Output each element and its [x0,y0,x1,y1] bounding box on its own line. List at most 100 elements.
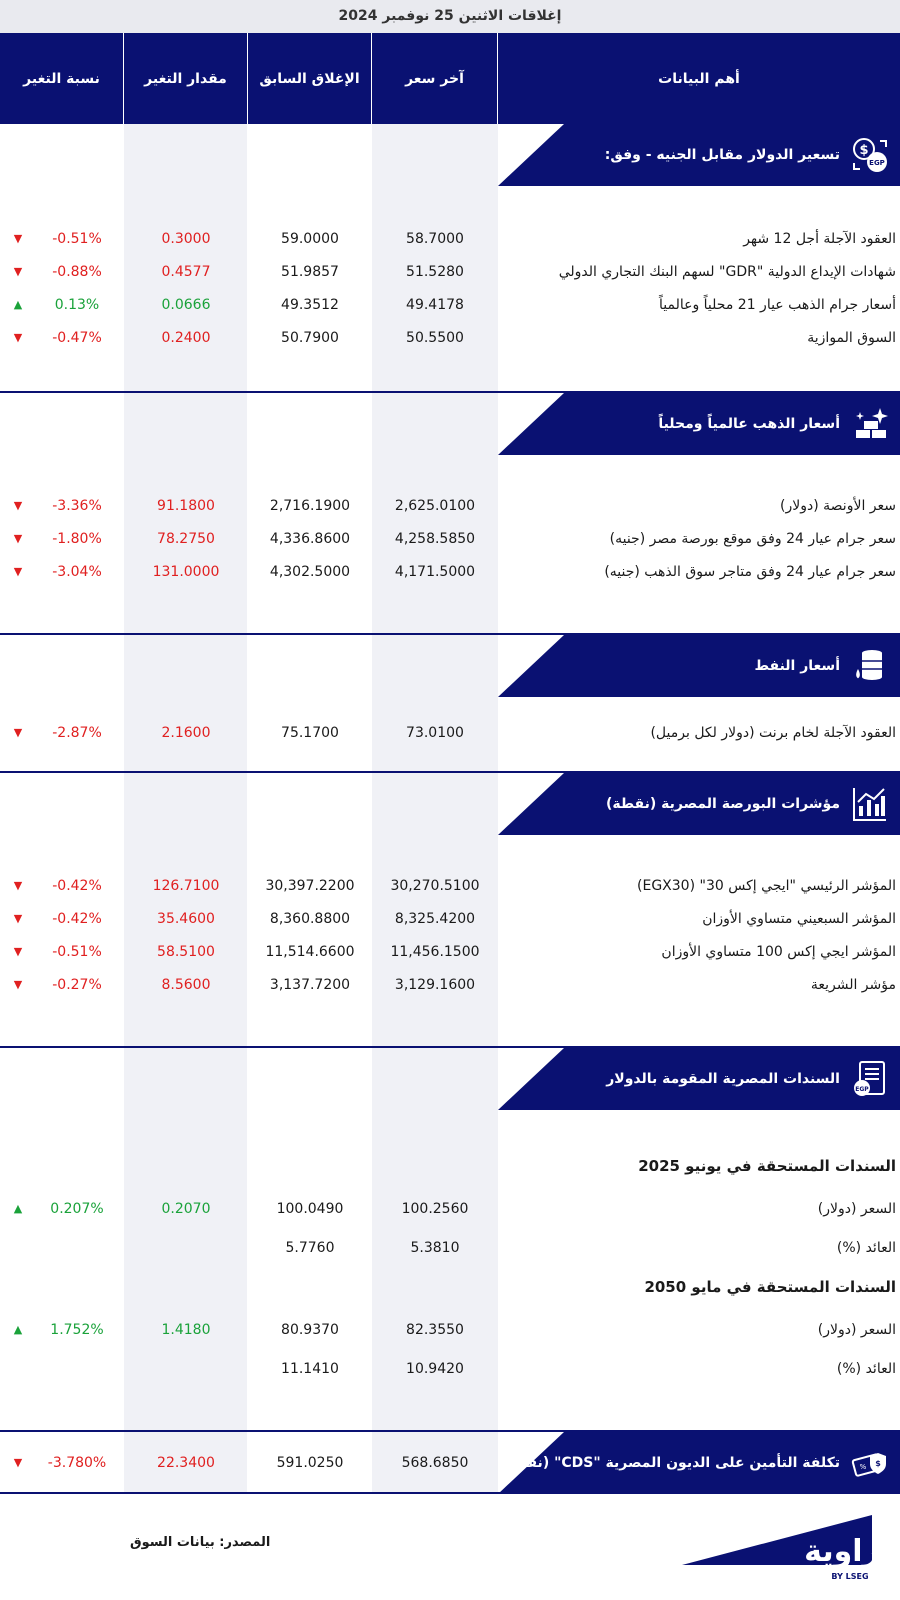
section-band: $ EGP تسعير الدولار مقابل الجنيه - وفق: [498,124,900,186]
row-label: السوق الموازية [807,330,896,346]
section-band: أسعار النفط [498,635,900,697]
prev-close: 80.9370 [281,1322,339,1338]
change-value: 91.1800 [157,498,215,514]
section-band: $ % تكلفة التأمين على الديون المصرية "CD… [498,1432,900,1494]
down-arrow-icon: ▼ [13,978,23,991]
down-arrow-icon: ▼ [13,499,23,512]
last-price: 568.6850 [401,1455,469,1471]
prev-close: 59.0000 [281,231,339,247]
change-value: 8.5600 [161,977,211,993]
prev-close: 5.7760 [285,1240,335,1256]
header-last-price: آخر سعر [372,33,498,124]
table-row: السعر (دولار) 100.2560 100.0490 0.2070 0… [0,1194,900,1224]
row-label: السعر (دولار) [817,1322,896,1338]
column-stripe [372,124,498,1494]
prev-close: 75.1700 [281,725,339,741]
down-arrow-icon: ▼ [13,945,23,958]
logo-text: زاوية [804,1534,872,1569]
down-arrow-icon: ▼ [13,726,23,739]
section-title: مؤشرات البورصة المصرية (نقطة) [606,796,840,812]
oil-barrel-icon [855,650,882,680]
change-value: 0.2400 [161,330,211,346]
last-price: 49.4178 [406,297,464,313]
table-row: المؤشر ايجي إكس 100 متساوي الأوزان 11,45… [0,937,900,967]
bond-group-heading: السندات المستحقة في مايو 2050 [644,1278,896,1296]
up-arrow-icon: ▲ [13,1323,23,1336]
change-value: 2.1600 [161,725,211,741]
last-price: 4,171.5000 [394,564,476,580]
table-row: العقود الآجلة أجل 12 شهر 58.7000 59.0000… [0,224,900,254]
table-row: شهادات الإيداع الدولية "GDR" لسهم البنك … [0,257,900,287]
change-pct: -1.80% [52,531,102,547]
last-price: 58.7000 [406,231,464,247]
row-label: العقود الآجلة لخام برنت (دولار لكل برميل… [650,725,896,741]
change-pct: -0.88% [52,264,102,280]
last-price: 4,258.5850 [394,531,476,547]
row-label: العائد (%) [836,1240,896,1256]
table-bottom-border [0,1492,900,1494]
header-main: أهم البيانات [658,70,740,87]
section-title: تسعير الدولار مقابل الجنيه - وفق: [604,147,840,163]
change-pct: -3.780% [47,1455,107,1471]
table-row: سعر جرام عيار 24 وفق متاجر سوق الذهب (جن… [0,557,900,587]
change-pct: -3.04% [52,564,102,580]
up-arrow-icon: ▲ [13,1202,23,1215]
last-price: 2,625.0100 [394,498,476,514]
logo-subtext: BY LSEG [831,1572,868,1581]
dollar-egp-exchange-icon: $ EGP [853,138,887,172]
section-divider [0,1430,900,1432]
table-row: مؤشر الشريعة 3,129.1600 3,137.7200 8.560… [0,970,900,1000]
last-price: 5.3810 [410,1240,460,1256]
prev-close: 591.0250 [276,1455,344,1471]
change-pct: -0.42% [52,878,102,894]
change-value: 78.2750 [157,531,215,547]
prev-close: 51.9857 [281,264,339,280]
header-prev-close: الإغلاق السابق [248,33,372,124]
row-label: شهادات الإيداع الدولية "GDR" لسهم البنك … [558,264,896,280]
row-label: المؤشر الرئيسي "ايجي إكس 30" (EGX30) [637,878,896,894]
table-row: أسعار جرام الذهب عيار 21 محلياً وعالمياً… [0,290,900,320]
section-divider [0,391,900,393]
down-arrow-icon: ▼ [13,879,23,892]
svg-text:$: $ [875,1459,881,1468]
table-row: السعر (دولار) 82.3550 80.9370 1.4180 1.7… [0,1315,900,1345]
prev-close: 8,360.8800 [269,911,351,927]
change-pct: 0.13% [54,297,100,313]
last-price: 11,456.1500 [390,944,480,960]
change-pct: -0.27% [52,977,102,993]
section-band: EGP السندات المصرية المقومة بالدولار [498,1048,900,1110]
report-date-title: إغلاقات الاثنين 25 نوفمبر 2024 [0,0,900,33]
bond-certificate-icon: EGP [854,1061,885,1096]
down-arrow-icon: ▼ [13,265,23,278]
last-price: 73.0100 [406,725,464,741]
row-label: المؤشر ايجي إكس 100 متساوي الأوزان [661,944,896,960]
section-title: أسعار الذهب عالمياً ومحلياً [658,416,840,432]
last-price: 51.5280 [406,264,464,280]
insurance-shield-icon: $ % [851,1453,886,1477]
row-label: سعر جرام عيار 24 وفق موقع بورصة مصر (جني… [609,531,896,547]
section-band: مؤشرات البورصة المصرية (نقطة) [498,773,900,835]
table-row: 568.6850 591.0250 22.3400 -3.780% ▼ [0,1448,900,1478]
prev-close: 2,716.1900 [269,498,351,514]
column-stripe [124,124,247,1494]
table-row: العائد (%) 10.9420 11.1410 [0,1354,900,1384]
row-label: سعر الأونصة (دولار) [780,498,896,514]
row-label: العائد (%) [836,1361,896,1377]
prev-close: 4,336.8600 [269,531,351,547]
table-row: سعر الأونصة (دولار) 2,625.0100 2,716.190… [0,491,900,521]
change-value: 35.4600 [157,911,215,927]
prev-close: 11,514.6600 [265,944,355,960]
gold-bars-icon [856,408,888,438]
table-row: المؤشر الرئيسي "ايجي إكس 30" (EGX30) 30,… [0,871,900,901]
change-pct: 1.752% [50,1322,104,1338]
prev-close: 11.1410 [281,1361,339,1377]
prev-close: 50.7900 [281,330,339,346]
change-value: 126.7100 [152,878,220,894]
change-pct: -0.51% [52,944,102,960]
row-label: العقود الآجلة أجل 12 شهر [743,231,896,247]
change-value: 22.3400 [157,1455,215,1471]
row-label: سعر جرام عيار 24 وفق متاجر سوق الذهب (جن… [604,564,896,580]
last-price: 30,270.5100 [390,878,480,894]
last-price: 100.2560 [401,1201,469,1217]
